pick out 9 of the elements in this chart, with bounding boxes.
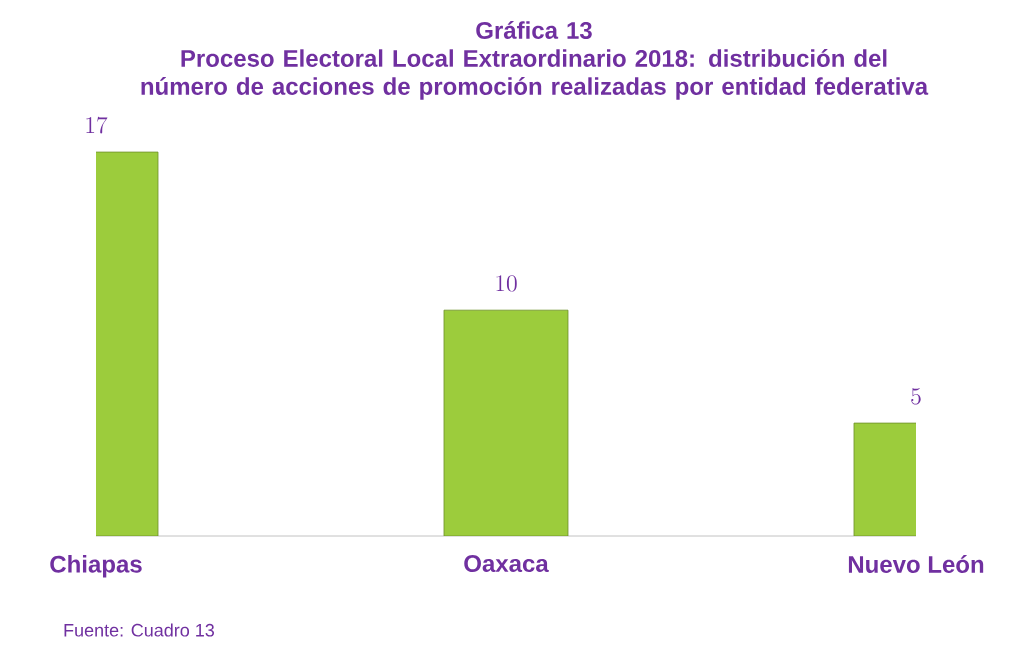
x-tick-label: Chiapas: [50, 555, 142, 578]
data-label: 17: [86, 116, 108, 134]
source-note: Fuente: Cuadro 13: [64, 623, 215, 637]
data-label: 5: [911, 388, 921, 405]
x-tick-label: Nuevo León: [848, 555, 984, 573]
x-tick-label: Oaxaca: [464, 555, 549, 573]
chart-subtitle: Proceso Electoral Local Extraordinario 2018: distribución del número de acciones de promoción realizadas por entidad federativa: [141, 49, 929, 100]
chart-title: Gráfica 13: [476, 21, 592, 39]
data-label: 10: [496, 275, 517, 292]
